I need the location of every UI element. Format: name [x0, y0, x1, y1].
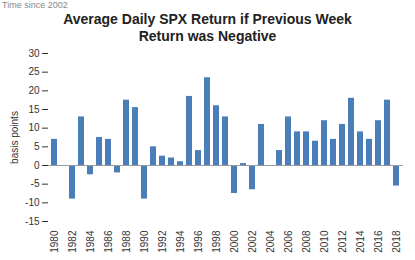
svg-text:20: 20 [28, 85, 40, 96]
svg-text:30: 30 [28, 48, 40, 59]
svg-text:15: 15 [28, 104, 40, 115]
svg-text:1992: 1992 [157, 230, 168, 253]
svg-text:2004: 2004 [265, 230, 276, 253]
svg-text:2018: 2018 [391, 230, 402, 253]
svg-text:1980: 1980 [49, 230, 60, 253]
svg-text:2010: 2010 [319, 230, 330, 253]
svg-text:1984: 1984 [85, 230, 96, 253]
svg-text:5: 5 [34, 141, 40, 152]
svg-text:1998: 1998 [211, 230, 222, 253]
svg-text:1990: 1990 [139, 230, 150, 253]
html-text:Average Daily SPX Return if Pr: Average Daily SPX Return if Previous Wee… [63, 11, 352, 44]
svg-text:-5: -5 [31, 178, 40, 189]
svg-text:1996: 1996 [193, 230, 204, 253]
svg-text:2016: 2016 [373, 230, 384, 253]
svg-text:-10: -10 [25, 197, 40, 208]
svg-text:1982: 1982 [67, 230, 78, 253]
svg-text:10: 10 [28, 122, 40, 133]
svg-text:basis points: basis points [9, 111, 20, 164]
svg-text:0: 0 [34, 160, 40, 171]
svg-text:1986: 1986 [103, 230, 114, 253]
svg-text:1988: 1988 [121, 230, 132, 253]
svg-text:25: 25 [28, 66, 40, 77]
svg-text:2012: 2012 [337, 230, 348, 253]
svg-text:2002: 2002 [247, 230, 258, 253]
html-text:Time since 2002: Time since 2002 [2, 0, 68, 10]
svg-text:2000: 2000 [229, 230, 240, 253]
svg-text:2008: 2008 [301, 230, 312, 253]
svg-text:-15: -15 [25, 216, 40, 227]
svg-text:2006: 2006 [283, 230, 294, 253]
svg-text:2014: 2014 [355, 230, 366, 253]
svg-text:1994: 1994 [175, 230, 186, 253]
